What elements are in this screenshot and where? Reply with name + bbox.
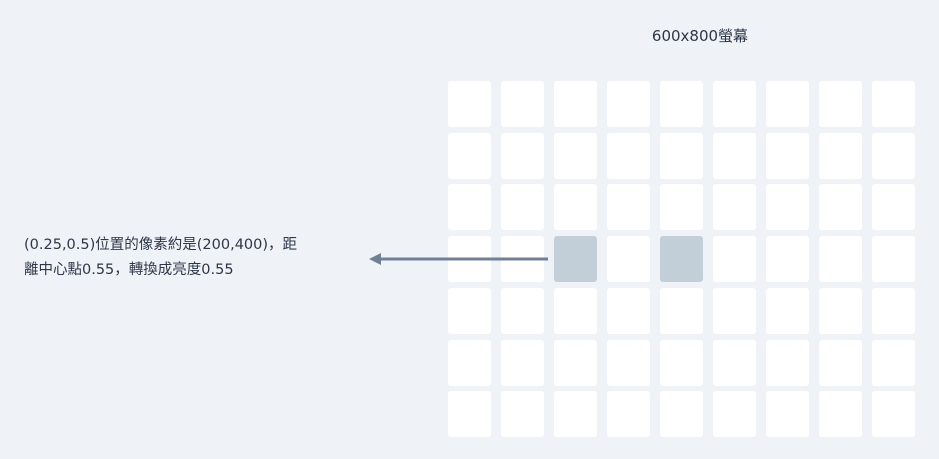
- pixel-cell: [819, 340, 862, 386]
- pixel-cell: [448, 81, 491, 127]
- pixel-cell: [607, 288, 650, 334]
- pixel-cell: [766, 81, 809, 127]
- pixel-cell: [713, 391, 756, 437]
- pixel-cell: [819, 81, 862, 127]
- screen-title: 600x800螢幕: [651, 27, 749, 45]
- pixel-cell: [872, 391, 915, 437]
- pixel-cell: [713, 288, 756, 334]
- pixel-cell: [501, 340, 544, 386]
- pixel-cell: [766, 340, 809, 386]
- pixel-cell: [819, 133, 862, 179]
- pixel-cell: [554, 288, 597, 334]
- pixel-cell: [660, 340, 703, 386]
- pixel-cell: [766, 288, 809, 334]
- pixel-cell: [766, 184, 809, 230]
- pixel-cell: [713, 184, 756, 230]
- pixel-cell: [713, 81, 756, 127]
- pixel-cell: [554, 81, 597, 127]
- pixel-cell: [448, 288, 491, 334]
- pixel-cell: [501, 133, 544, 179]
- pixel-cell: [713, 133, 756, 179]
- pixel-cell: [872, 81, 915, 127]
- pixel-cell: [766, 236, 809, 282]
- pixel-cell: [713, 340, 756, 386]
- pixel-cell: [713, 236, 756, 282]
- pixel-cell: [501, 184, 544, 230]
- pixel-cell: [448, 184, 491, 230]
- pixel-cell: [819, 391, 862, 437]
- pixel-cell: [872, 236, 915, 282]
- pixel-cell: [660, 184, 703, 230]
- pixel-cell: [501, 391, 544, 437]
- pixel-grid: [448, 81, 918, 441]
- pixel-cell: [607, 236, 650, 282]
- pixel-cell: [660, 81, 703, 127]
- pixel-cell: [554, 184, 597, 230]
- pixel-cell: [607, 184, 650, 230]
- pixel-cell: [660, 133, 703, 179]
- pixel-cell: [766, 391, 809, 437]
- pixel-cell: [660, 288, 703, 334]
- annotation-line-2: 離中心點0.55，轉換成亮度0.55: [24, 262, 234, 278]
- pixel-cell: [448, 391, 491, 437]
- pixel-cell: [501, 81, 544, 127]
- pixel-cell: [872, 288, 915, 334]
- pixel-cell: [872, 133, 915, 179]
- pixel-cell: [819, 288, 862, 334]
- pixel-cell: [607, 391, 650, 437]
- pixel-cell: [819, 184, 862, 230]
- pixel-cell: [448, 133, 491, 179]
- pixel-cell: [872, 184, 915, 230]
- pixel-cell: [607, 340, 650, 386]
- annotation-line-1: (0.25,0.5)位置的像素約是(200,400)，距: [24, 237, 298, 253]
- pixel-cell: [607, 81, 650, 127]
- pixel-cell: [607, 133, 650, 179]
- pixel-cell: [660, 391, 703, 437]
- highlighted-pixel-cell: [660, 236, 703, 282]
- highlighted-pixel-cell: [554, 236, 597, 282]
- pixel-cell: [554, 133, 597, 179]
- arrow-icon: [369, 253, 548, 265]
- pixel-cell: [554, 391, 597, 437]
- annotation-text: (0.25,0.5)位置的像素約是(200,400)，距 離中心點0.55，轉換…: [24, 233, 354, 283]
- pixel-cell: [872, 340, 915, 386]
- pixel-cell: [554, 340, 597, 386]
- pixel-cell: [819, 236, 862, 282]
- pixel-cell: [448, 340, 491, 386]
- pixel-cell: [766, 133, 809, 179]
- pixel-cell: [501, 288, 544, 334]
